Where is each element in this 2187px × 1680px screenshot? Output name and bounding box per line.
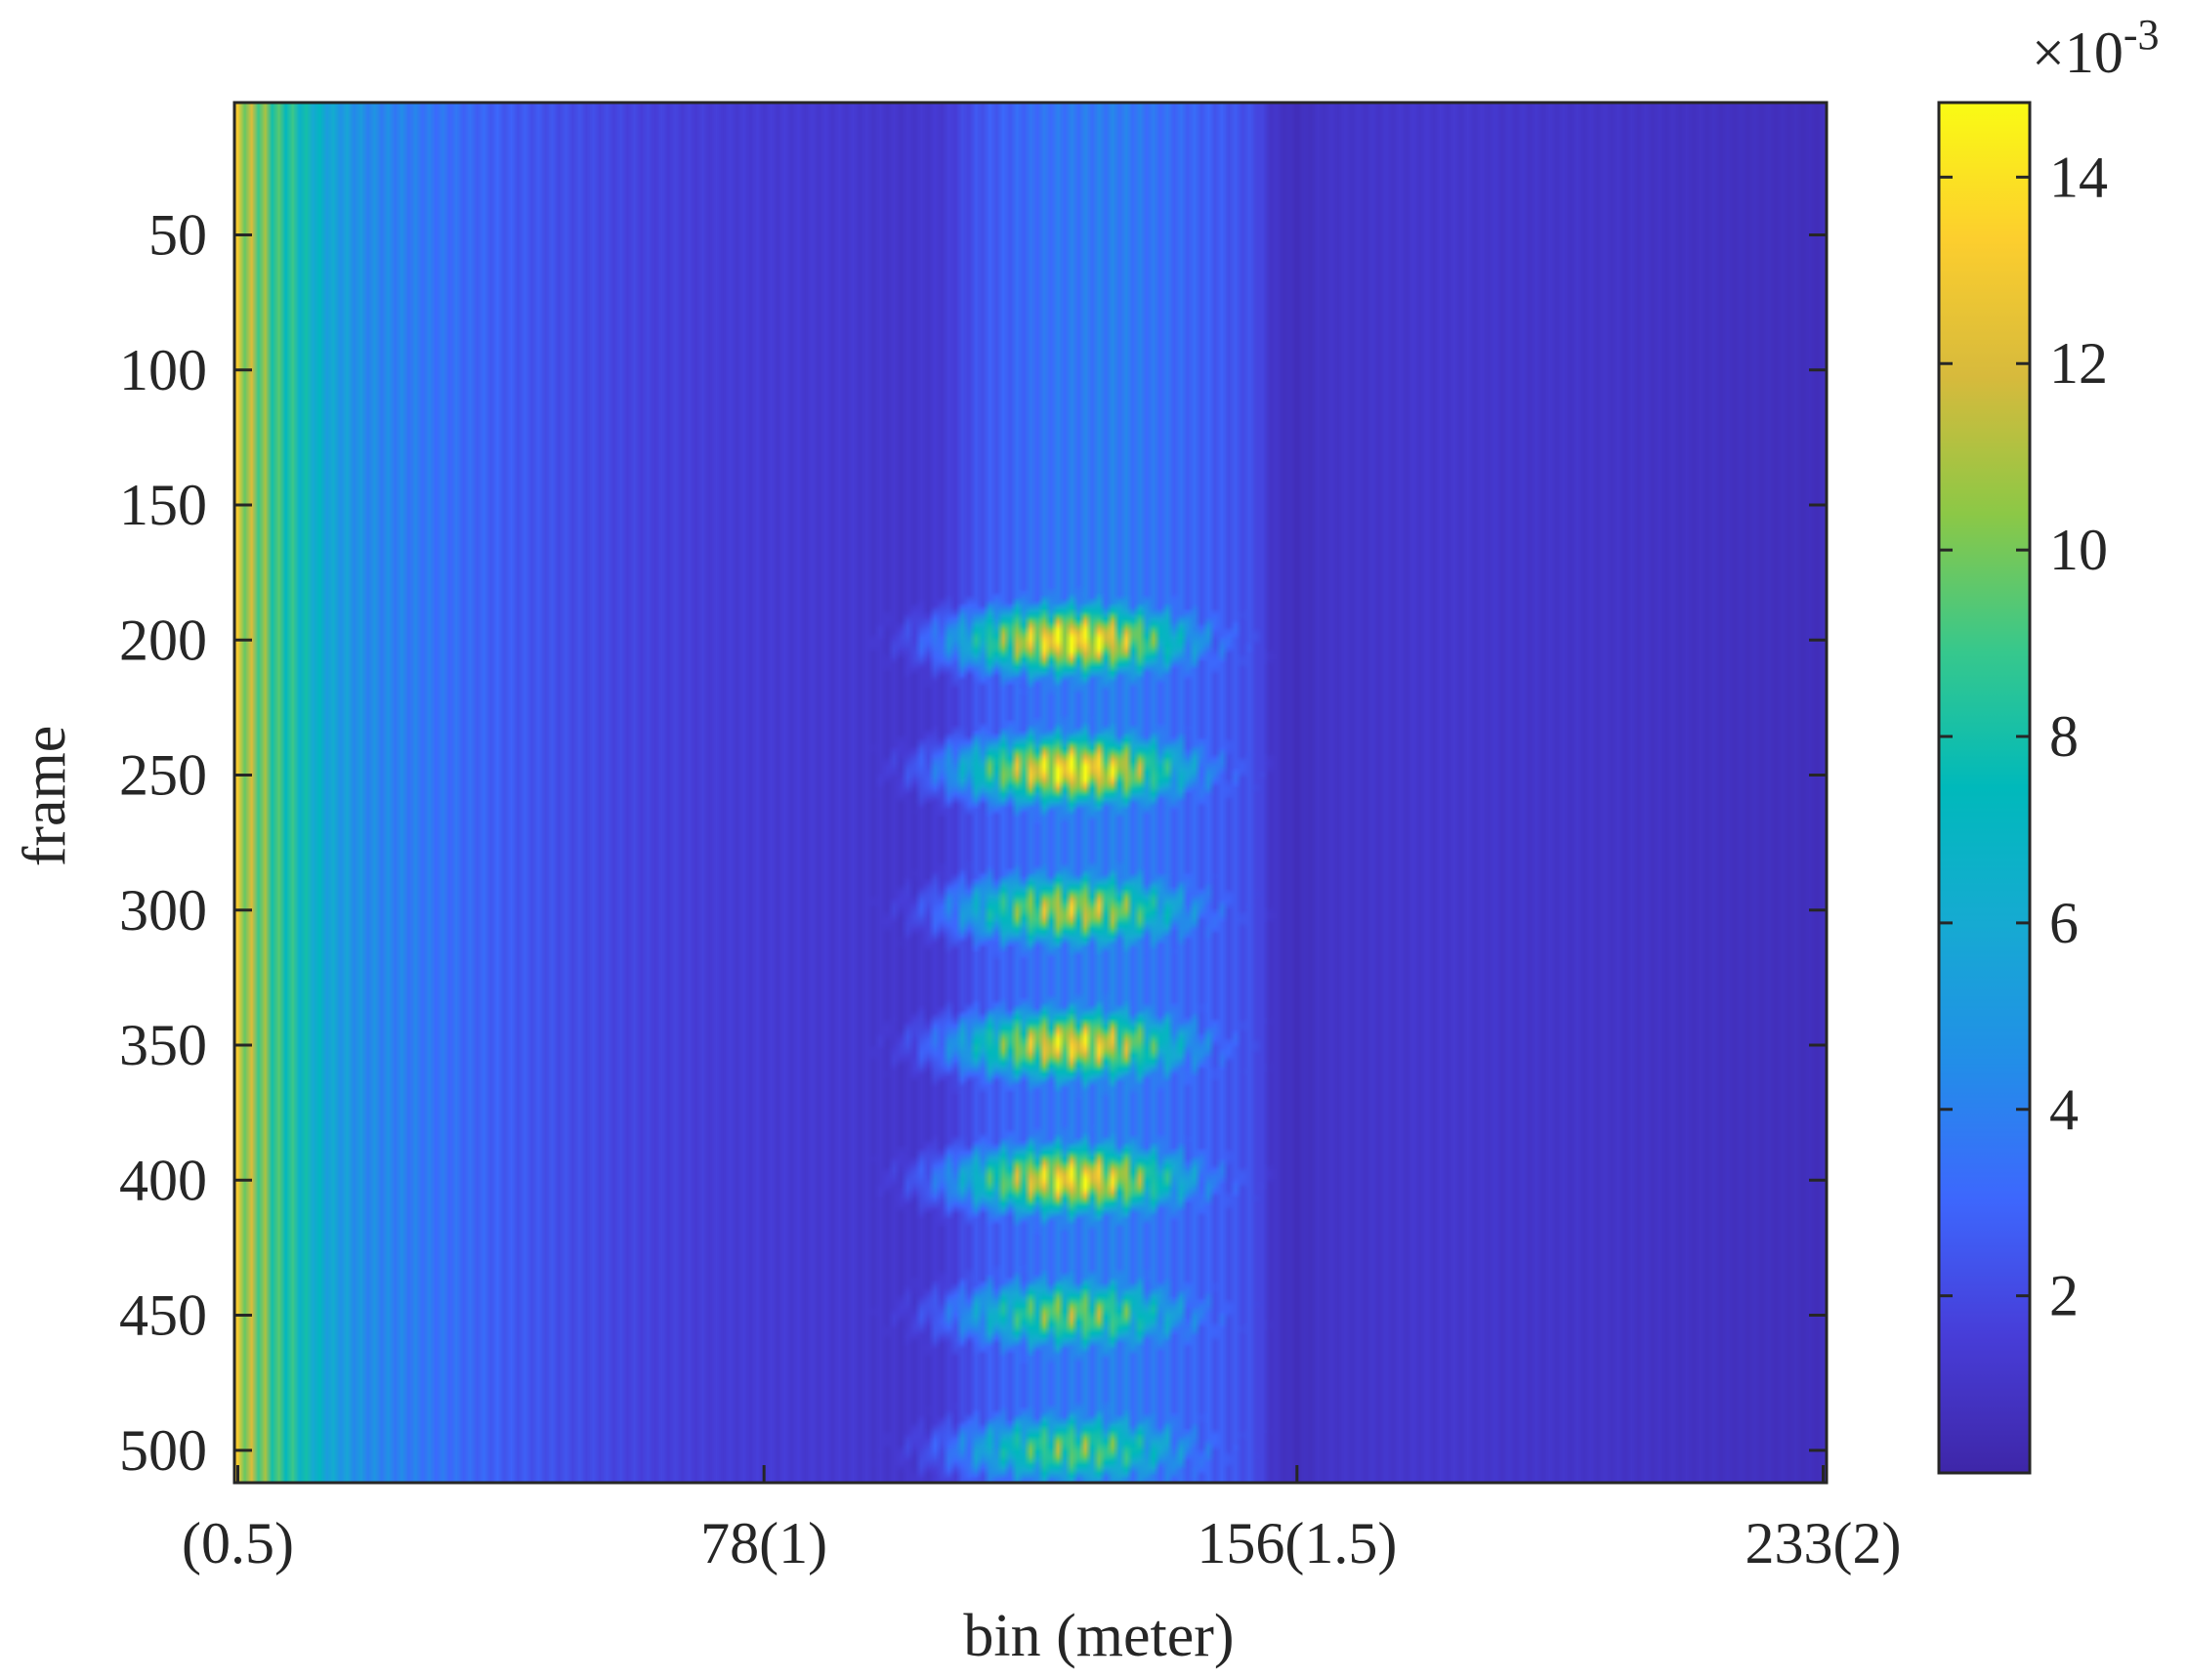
y-tick-label: 350	[119, 1013, 207, 1077]
x-axis-label: bin (meter)	[963, 1603, 1234, 1669]
colorbar-tick-label: 10	[2049, 518, 2108, 582]
colorbar-tick-label: 12	[2049, 331, 2108, 396]
colorbar-tick-label: 8	[2049, 704, 2079, 769]
y-tick-label: 200	[119, 608, 207, 672]
y-axis: 50 100 150 200 250 300 350 400 450 500	[119, 202, 1827, 1483]
plot-area	[232, 101, 1829, 1485]
y-tick-label: 300	[119, 878, 207, 943]
colorbar-multiplier: ×10-3	[2032, 11, 2160, 85]
y-tick-label: 450	[119, 1283, 207, 1348]
y-tick-label: 250	[119, 743, 207, 808]
y-tick-label: 150	[119, 473, 207, 537]
colorbar: 2 4 6 8 10 12 14 ×10-3	[1937, 11, 2160, 1475]
colorbar-frame	[1937, 101, 2032, 1475]
colorbar-tick-label: 2	[2049, 1264, 2079, 1328]
colorbar-tick-label: 4	[2049, 1077, 2079, 1142]
colorbar-tick-label: 14	[2049, 145, 2108, 209]
colorbar-multiplier-base: ×10	[2032, 21, 2124, 85]
x-tick-label: 78(1)	[700, 1511, 827, 1575]
y-tick-label: 50	[148, 202, 207, 267]
y-tick-label: 400	[119, 1148, 207, 1212]
y-tick-label: 500	[119, 1418, 207, 1483]
colorbar-ticks: 2 4 6 8 10 12 14	[1939, 145, 2108, 1328]
colorbar-multiplier-exponent: -3	[2124, 11, 2160, 59]
plot-frame	[232, 101, 1829, 1485]
x-tick-label: (0.5)	[182, 1511, 294, 1575]
y-axis-label: frame	[12, 726, 78, 867]
x-tick-label: 233(2)	[1745, 1511, 1902, 1575]
x-tick-label: 156(1.5)	[1197, 1511, 1397, 1575]
y-tick-label: 100	[119, 338, 207, 402]
colorbar-fill	[1939, 103, 2030, 1473]
colorbar-tick-label: 6	[2049, 891, 2079, 955]
x-axis: (0.5) 78(1) 156(1.5) 233(2)	[182, 1465, 1901, 1575]
heatmap-image	[234, 103, 1827, 1483]
